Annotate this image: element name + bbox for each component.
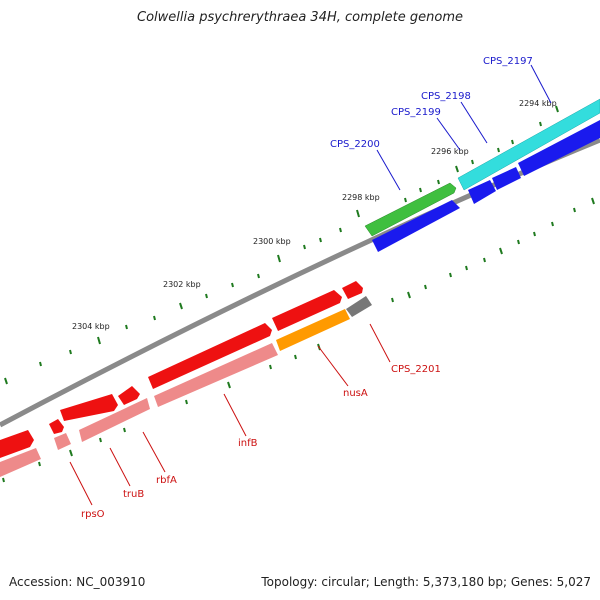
gene-cps2197[interactable] <box>457 98 600 191</box>
gene-label-cps2198: CPS_2198 <box>421 91 471 102</box>
gene-rpsO[interactable] <box>49 419 64 434</box>
gene-label-cps2201: CPS_2201 <box>391 364 441 375</box>
gene-pink-edge[interactable] <box>0 448 41 477</box>
gene-label-truB: truB <box>123 489 144 500</box>
gene-label-rbfA: rbfA <box>156 475 177 486</box>
gene-infB[interactable] <box>148 323 272 389</box>
gene-orange[interactable] <box>276 309 350 351</box>
forward-strand-genes <box>0 98 600 458</box>
kbp-label: 2298 kbp <box>342 193 380 202</box>
kbp-label: 2302 kbp <box>163 280 201 289</box>
gene-label-infB: infB <box>238 438 258 449</box>
kbp-label: 2300 kbp <box>253 237 291 246</box>
scale-ticks <box>2 105 595 483</box>
kbp-label: 2294 kbp <box>519 99 557 108</box>
gene-red-edge[interactable] <box>0 430 34 458</box>
gene-rbfA[interactable] <box>118 386 140 405</box>
gene-blue-center[interactable] <box>372 200 460 252</box>
label-leaders <box>69 64 552 506</box>
kbp-label: 2304 kbp <box>72 322 110 331</box>
page-title: Colwellia psychrerythraea 34H, complete … <box>137 10 463 25</box>
gene-pink-long[interactable] <box>154 343 278 407</box>
gene-truB[interactable] <box>60 394 118 421</box>
accession-text: Accession: NC_003910 <box>9 575 146 589</box>
gene-cps2198[interactable] <box>518 120 600 176</box>
gene-gray[interactable] <box>346 296 372 317</box>
gene-pink-mid[interactable] <box>79 398 150 442</box>
genome-backbone <box>0 137 600 428</box>
topology-text: Topology: circular; Length: 5,373,180 bp… <box>261 575 591 589</box>
gene-label-cps2199: CPS_2199 <box>391 107 441 118</box>
reverse-strand-genes <box>0 120 600 477</box>
gene-cps2199a[interactable] <box>492 167 521 190</box>
gene-label-cps2197: CPS_2197 <box>483 56 533 67</box>
gene-cps2201[interactable] <box>342 281 363 299</box>
gene-cps2199b[interactable] <box>468 180 496 204</box>
gene-label-rpsO: rpsO <box>81 509 105 520</box>
gene-nusA[interactable] <box>272 290 342 331</box>
gene-cps2200[interactable] <box>364 182 457 237</box>
kbp-label: 2296 kbp <box>431 147 469 156</box>
gene-label-nusA: nusA <box>343 388 368 399</box>
gene-pink-small[interactable] <box>54 433 71 450</box>
gene-label-cps2200: CPS_2200 <box>330 139 380 150</box>
